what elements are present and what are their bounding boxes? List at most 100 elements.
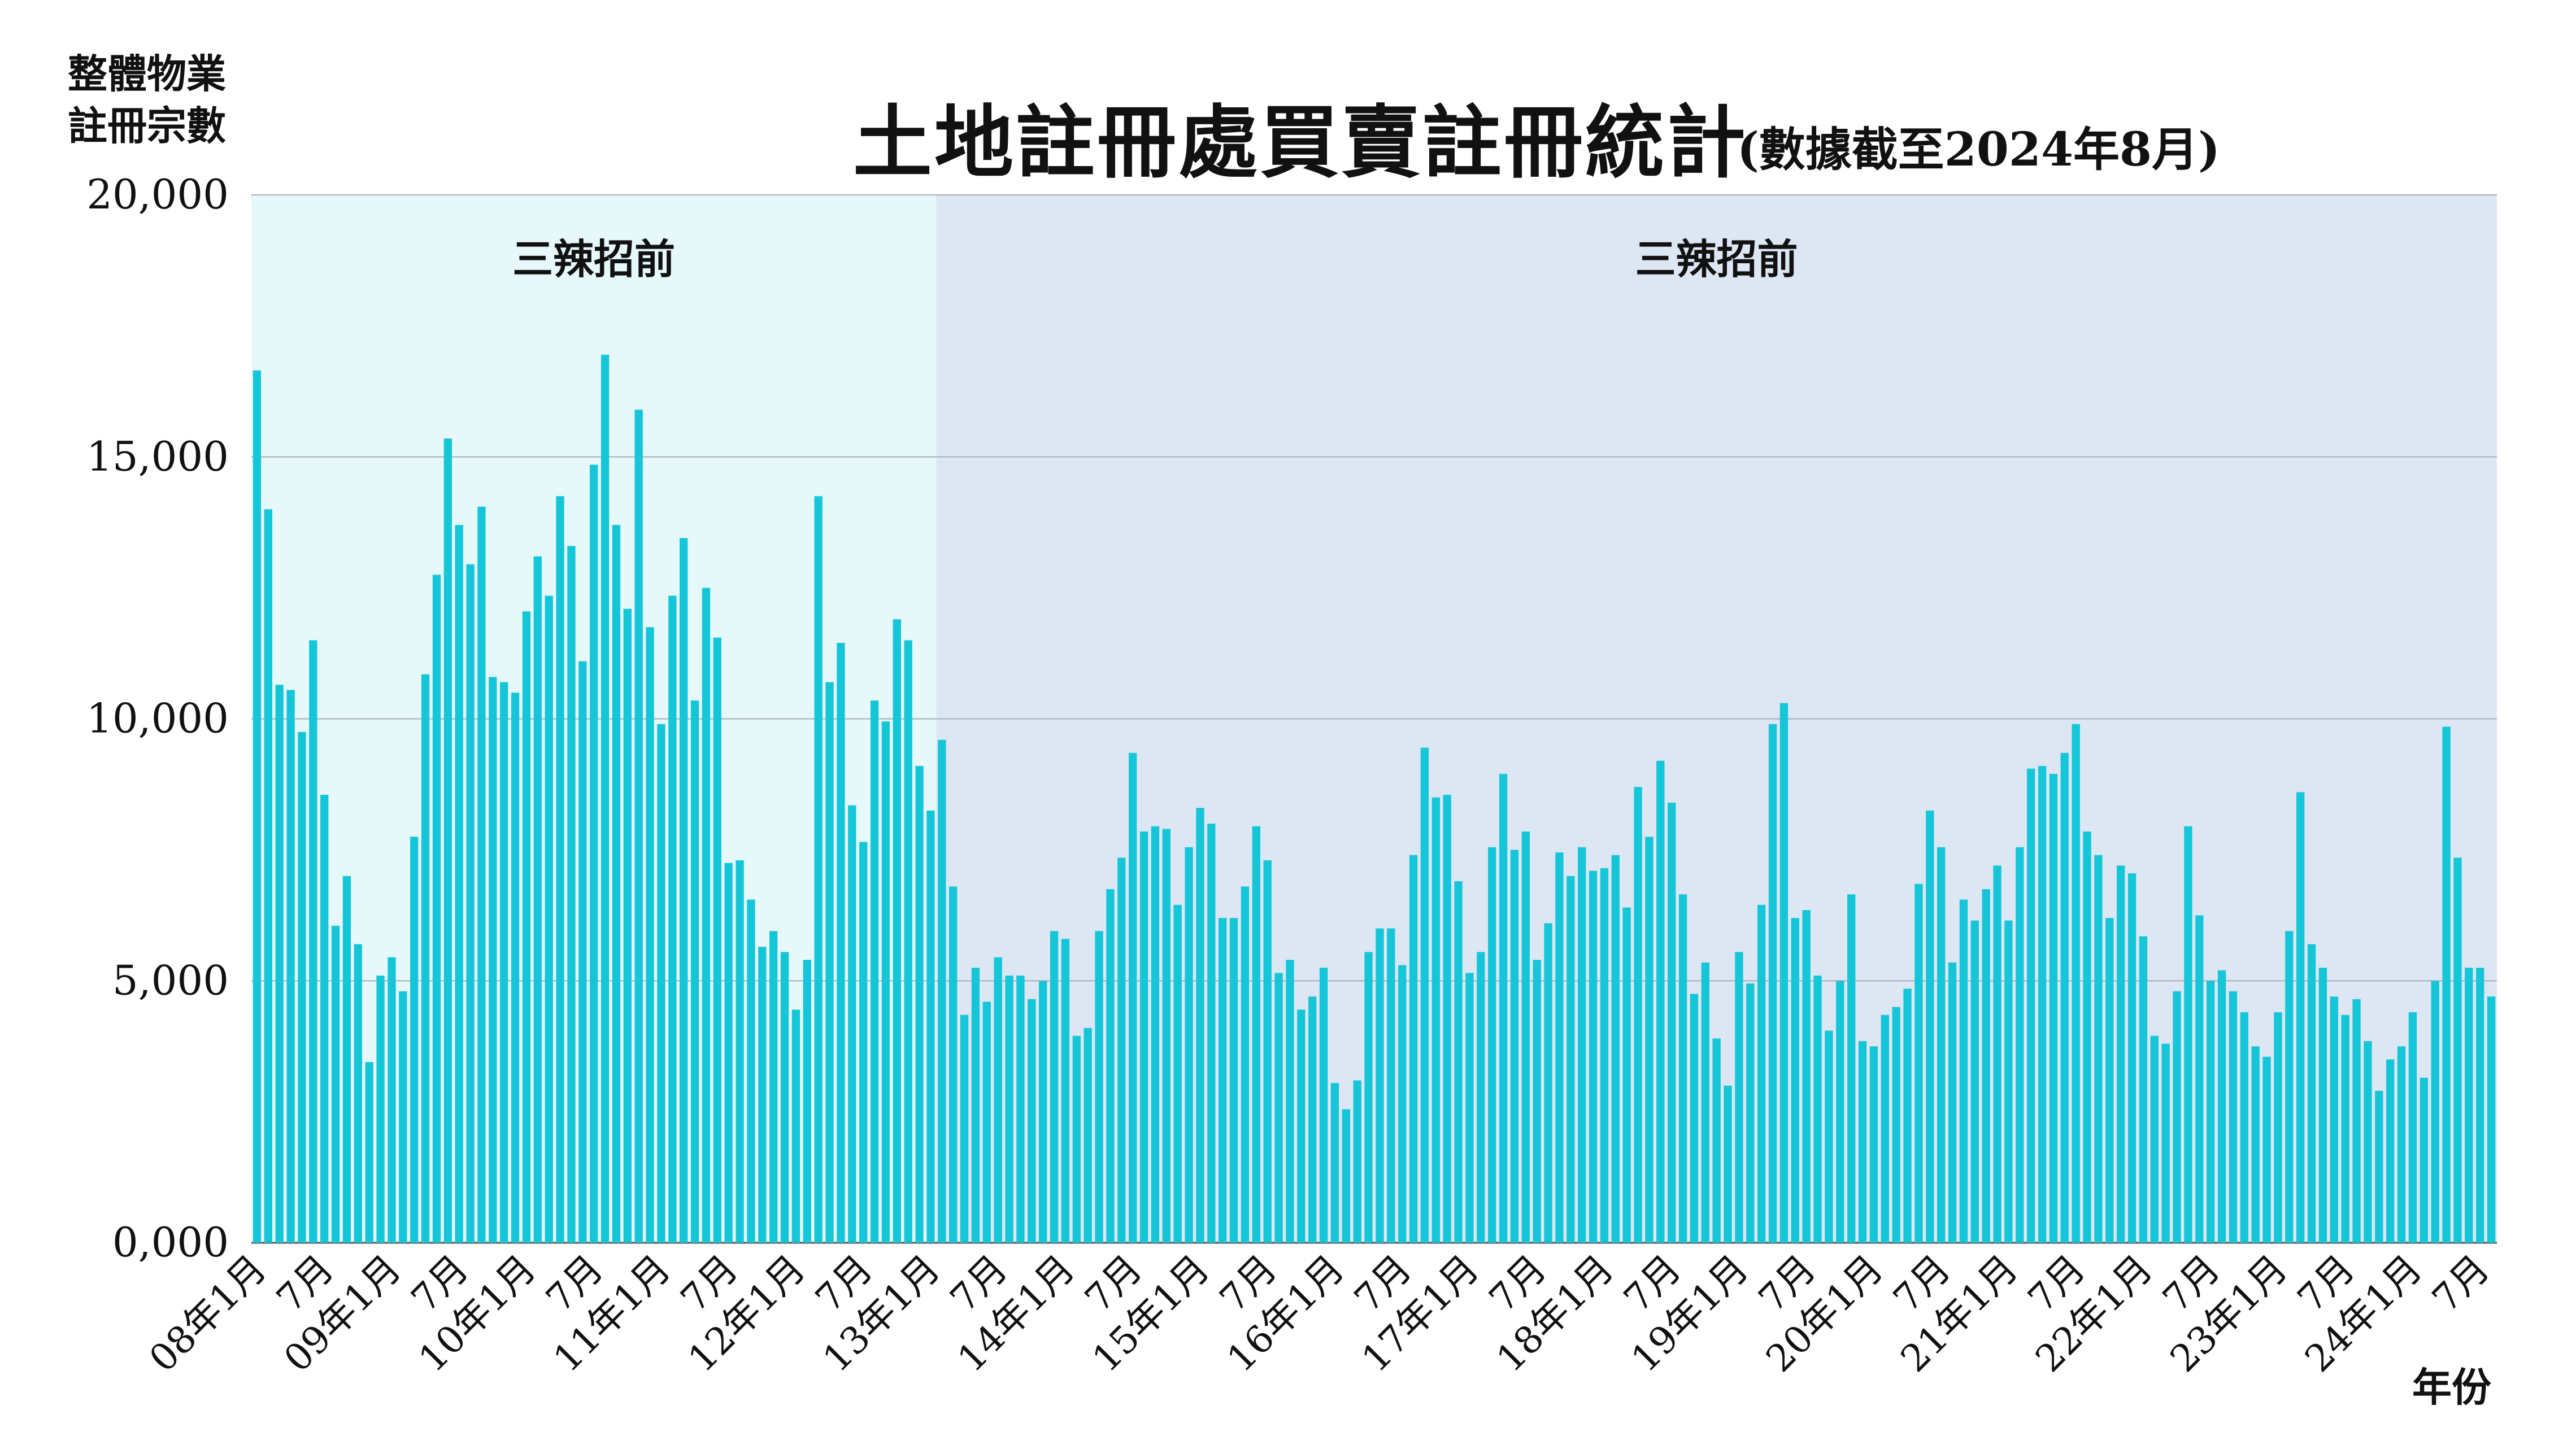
bar-135	[1768, 724, 1777, 1243]
bar-155	[1993, 865, 2001, 1243]
bar-134	[1757, 904, 1766, 1243]
bar-14	[410, 837, 419, 1243]
bar-28	[567, 546, 576, 1243]
bar-176	[2229, 991, 2238, 1243]
bar-88	[1241, 886, 1250, 1243]
bar-100	[1376, 928, 1384, 1243]
bar-85	[1207, 824, 1216, 1243]
bar-153	[1970, 920, 1979, 1243]
bar-161	[2060, 752, 2069, 1243]
bar-130	[1712, 1038, 1721, 1243]
bar-175	[2217, 970, 2226, 1243]
bar-129	[1701, 962, 1709, 1243]
bar-31	[601, 354, 610, 1243]
bar-90	[1263, 860, 1272, 1243]
bar-118	[1578, 847, 1586, 1243]
bar-62	[949, 886, 958, 1243]
bar-58	[904, 640, 912, 1243]
bar-167	[2127, 873, 2136, 1243]
region-label-1: 三辣招前	[1635, 235, 1798, 283]
bar-81	[1162, 829, 1170, 1243]
bar-6	[320, 794, 329, 1243]
bar-140	[1825, 1030, 1833, 1243]
y-axis-ticks: 0,000 5,000 10,000 15,000 20,000	[86, 171, 229, 1266]
bar-33	[623, 608, 632, 1243]
bar-8	[342, 876, 351, 1243]
bar-4	[298, 732, 306, 1243]
bar-101	[1387, 928, 1395, 1243]
bar-149	[1926, 810, 1934, 1243]
bar-94	[1308, 997, 1317, 1243]
bar-154	[1982, 889, 1990, 1243]
bar-87	[1229, 917, 1238, 1243]
bar-165	[2105, 917, 2114, 1243]
bar-113	[1521, 831, 1530, 1243]
y-axis-label: 整體物業 註冊宗數	[68, 48, 226, 152]
bar-69	[1028, 999, 1036, 1243]
bar-178	[2251, 1046, 2260, 1243]
bar-84	[1196, 808, 1204, 1243]
bar-107	[1454, 881, 1463, 1243]
bar-17	[443, 438, 452, 1243]
bar-159	[2038, 765, 2047, 1243]
bar-70	[1039, 981, 1047, 1243]
bar-36	[657, 724, 665, 1243]
y-tick-label-15000: 15,000	[86, 433, 229, 480]
bar-93	[1297, 1009, 1306, 1243]
bar-60	[926, 810, 935, 1243]
bar-32	[612, 525, 621, 1243]
bar-52	[837, 643, 845, 1243]
bar-99	[1364, 952, 1373, 1243]
bar-80	[1151, 826, 1160, 1243]
bar-35	[646, 627, 654, 1243]
bar-109	[1477, 952, 1485, 1243]
bar-25	[533, 556, 542, 1243]
bar-181	[2285, 931, 2294, 1243]
bar-147	[1903, 989, 1912, 1243]
bar-164	[2094, 855, 2103, 1243]
bar-75	[1095, 931, 1103, 1243]
x-tick-label-0: 08年1月	[141, 1247, 275, 1381]
chart-title: 土地註冊處買賣註冊統計	[853, 97, 1748, 189]
bar-39	[690, 700, 699, 1243]
bar-10	[365, 1062, 373, 1243]
bar-63	[960, 1015, 969, 1243]
bar-194	[2431, 981, 2439, 1243]
bar-172	[2184, 826, 2192, 1243]
bar-95	[1319, 968, 1328, 1243]
bar-116	[1555, 852, 1564, 1243]
bar-182	[2296, 792, 2305, 1243]
bar-141	[1836, 981, 1844, 1243]
bar-112	[1510, 850, 1519, 1243]
bar-174	[2207, 981, 2215, 1243]
bar-199	[2487, 997, 2496, 1243]
bar-24	[522, 611, 531, 1243]
bar-142	[1847, 894, 1856, 1243]
bar-139	[1813, 975, 1822, 1243]
bar-187	[2352, 999, 2361, 1243]
bar-117	[1567, 876, 1575, 1243]
bar-121	[1611, 855, 1620, 1243]
y-tick-label-5000: 5,000	[112, 956, 229, 1004]
bar-132	[1735, 952, 1743, 1243]
bars	[253, 354, 2496, 1243]
bar-72	[1061, 939, 1070, 1243]
bar-57	[893, 619, 901, 1243]
bar-104	[1420, 747, 1429, 1243]
bar-46	[769, 931, 778, 1243]
bar-96	[1330, 1083, 1339, 1243]
bar-64	[971, 968, 980, 1243]
bar-65	[982, 1002, 991, 1243]
bar-3	[286, 690, 295, 1243]
bar-59	[915, 765, 924, 1243]
bar-76	[1106, 889, 1115, 1243]
bar-158	[2027, 768, 2035, 1243]
bar-61	[938, 739, 946, 1243]
bar-150	[1937, 847, 1946, 1243]
y-tick-label-10000: 10,000	[86, 695, 229, 742]
bar-12	[388, 957, 396, 1243]
bar-73	[1072, 1035, 1081, 1243]
bar-195	[2442, 726, 2451, 1243]
bar-133	[1746, 983, 1755, 1243]
